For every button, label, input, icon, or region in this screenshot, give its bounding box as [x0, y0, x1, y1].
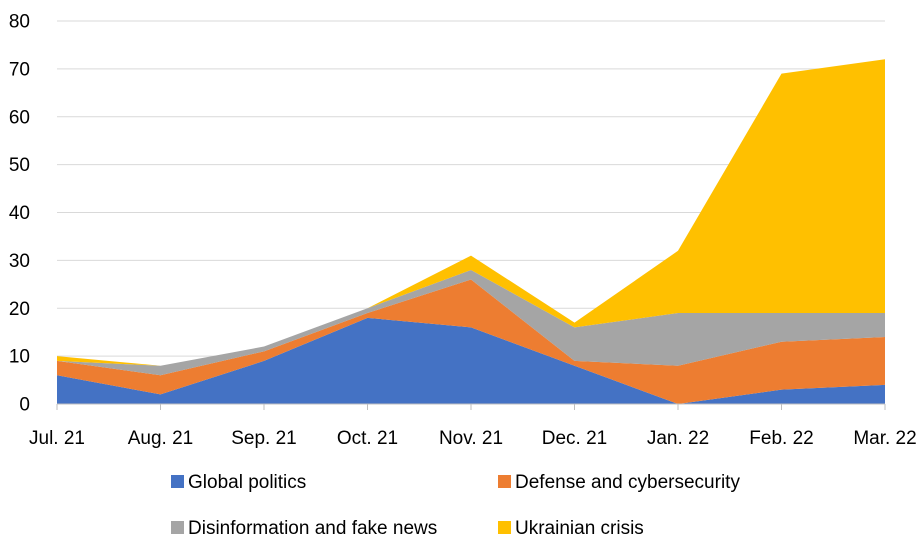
- legend-label: Ukrainian crisis: [515, 518, 644, 539]
- legend-item-defense-and-cybersecurity: Defense and cybersecurity: [498, 472, 740, 493]
- x-tick-label: Nov. 21: [439, 428, 503, 449]
- legend-swatch: [498, 521, 511, 534]
- legend-label: Defense and cybersecurity: [515, 472, 740, 493]
- legend-swatch: [498, 475, 511, 488]
- y-tick-label: 30: [9, 251, 30, 272]
- y-tick-label: 0: [19, 395, 30, 416]
- x-tick-label: Sep. 21: [231, 428, 297, 449]
- legend-item-disinformation-and-fake-news: Disinformation and fake news: [171, 518, 437, 539]
- legend-label: Global politics: [188, 472, 306, 493]
- legend: Global politics Defense and cybersecurity…: [171, 472, 740, 539]
- x-tick-label: Mar. 22: [853, 428, 916, 449]
- legend-swatch: [171, 521, 184, 534]
- y-tick-label: 20: [9, 299, 30, 320]
- y-tick-label: 70: [9, 59, 30, 80]
- x-tick-label: Feb. 22: [749, 428, 813, 449]
- y-tick-label: 60: [9, 107, 30, 128]
- axes: 0 10 20 30 40 50 60 70 80 Jul. 21 Aug. 21 Sep. 21 Oc…: [9, 12, 917, 450]
- area-disinformation-and-fake-news: [57, 269, 885, 376]
- x-tick-label: Jan. 22: [647, 428, 709, 449]
- area-defense-and-cybersecurity: [57, 279, 885, 404]
- y-tick-label: 10: [9, 347, 30, 368]
- x-tick-label: Aug. 21: [128, 428, 194, 449]
- legend-item-global-politics: Global politics: [171, 472, 306, 493]
- area-global-politics: [57, 317, 885, 404]
- area-ukrainian-crisis: [57, 59, 885, 366]
- x-tick-label: Oct. 21: [337, 428, 398, 449]
- y-tick-label: 50: [9, 155, 30, 176]
- area-series-layer: [57, 59, 885, 404]
- x-tick-label: Jul. 21: [29, 428, 85, 449]
- legend-swatch: [171, 475, 184, 488]
- legend-label: Disinformation and fake news: [188, 518, 437, 539]
- x-tick-label: Dec. 21: [542, 428, 607, 449]
- y-tick-label: 80: [9, 12, 30, 33]
- legend-item-ukrainian-crisis: Ukrainian crisis: [498, 518, 644, 539]
- y-tick-label: 40: [9, 203, 30, 224]
